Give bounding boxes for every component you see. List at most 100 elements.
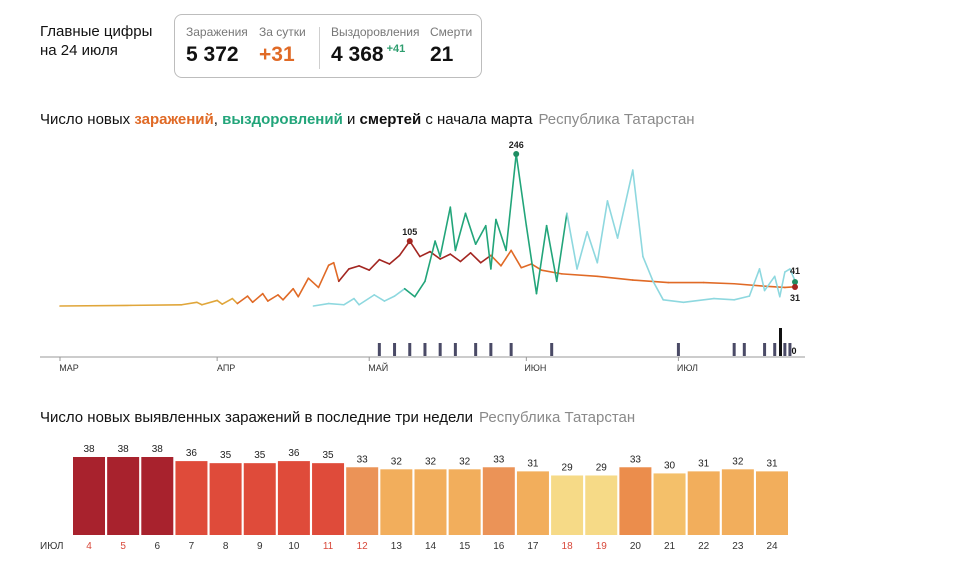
- infected-line-segment: [130, 303, 183, 307]
- death-tick: [438, 343, 442, 356]
- bar-day-11: 11: [323, 541, 334, 552]
- stat-infected-value: 5 372: [186, 43, 239, 66]
- bar-value-10: 36: [288, 448, 300, 459]
- recovered-line-segment: [505, 153, 518, 252]
- peak-infected-dot: [406, 238, 413, 245]
- stat-recovered: Выздоровления 4 368 +41: [331, 25, 420, 67]
- recovered-line-segment: [343, 297, 355, 306]
- title-part-5: и: [342, 111, 360, 128]
- infected-line-segment: [631, 279, 670, 284]
- infected-line-segment: [292, 287, 300, 298]
- stat-recovered-value: 4 368: [331, 43, 384, 66]
- bar-day-21: 21: [664, 541, 676, 552]
- bar-21: [653, 473, 686, 535]
- death-tick: [763, 343, 767, 356]
- recovered-line-segment: [358, 294, 376, 306]
- series-recovered: [312, 153, 796, 307]
- infected-line-segment: [201, 299, 218, 306]
- bar-value-18: 29: [562, 462, 574, 473]
- infected-line-segment: [327, 261, 335, 267]
- stat-recovered-label: Выздоровления: [331, 25, 420, 39]
- recovered-line-segment: [393, 287, 406, 297]
- recovered-line-segment: [403, 287, 416, 298]
- death-tick: [550, 343, 554, 356]
- bar-day-4: 4: [86, 541, 92, 552]
- bar-day-10: 10: [288, 541, 300, 552]
- bar-13: [380, 469, 413, 535]
- bar-chart-title: Число новых выявленных заражений в после…: [40, 409, 635, 426]
- recovered-line-segment: [631, 169, 644, 258]
- bar-day-24: 24: [766, 541, 778, 552]
- death-tick: [676, 343, 680, 356]
- recovered-line-segment: [758, 268, 766, 292]
- infected-line-segment: [251, 292, 264, 304]
- stat-recovered-value-row: 4 368 +41: [331, 43, 420, 67]
- last-recovered-dot: [792, 279, 798, 285]
- bar-value-12: 33: [357, 454, 369, 465]
- headline: Главные цифры на 24 июля: [40, 22, 152, 60]
- bar-value-8: 35: [220, 450, 232, 461]
- infected-line-segment: [317, 264, 330, 289]
- bar-day-23: 23: [732, 541, 744, 552]
- bar-day-6: 6: [155, 541, 161, 552]
- title-part-recovered: выздоровлений: [222, 111, 343, 128]
- recovered-line-segment: [474, 224, 487, 246]
- infected-line-segment: [388, 254, 401, 265]
- recovered-line-segment: [566, 212, 578, 270]
- infected-line-segment: [378, 258, 391, 265]
- headline-line1: Главные цифры: [40, 23, 153, 40]
- infected-line-segment: [297, 277, 310, 298]
- infected-line-segment: [408, 240, 421, 258]
- bar-value-4: 38: [83, 444, 95, 455]
- bar-day-15: 15: [459, 541, 471, 552]
- recovered-line-segment: [424, 240, 436, 283]
- infected-line-segment: [59, 304, 132, 307]
- title-part-3: ,: [213, 111, 223, 128]
- recovered-line-segment: [586, 231, 599, 264]
- bar-chart-title-text: Число новых выявленных заражений в после…: [40, 409, 474, 426]
- infected-line-segment: [332, 261, 340, 283]
- infected-line-segment: [419, 250, 431, 258]
- x-tick-label-4: ИЮЛ: [677, 363, 698, 373]
- bar-16: [482, 467, 515, 535]
- x-tick-label-0: МАР: [59, 363, 79, 373]
- recovered-line-segment: [642, 255, 654, 283]
- stat-day: За сутки +31: [259, 25, 306, 67]
- bar-11: [312, 463, 345, 535]
- title-part-infected: заражений: [134, 111, 214, 128]
- infected-line-segment: [348, 265, 360, 270]
- death-tick: [489, 343, 493, 356]
- bar-6: [141, 457, 174, 535]
- recovered-line-segment: [652, 280, 665, 301]
- bar-value-21: 30: [664, 460, 676, 471]
- bar-17: [516, 471, 549, 535]
- last-infected-dot: [792, 284, 798, 290]
- bar-day-17: 17: [527, 541, 539, 552]
- recovered-line-segment: [373, 294, 386, 302]
- recovered-line-segment: [606, 200, 619, 239]
- infected-line-segment: [277, 294, 284, 301]
- infected-line-segment: [180, 301, 198, 306]
- bar-day-13: 13: [391, 541, 403, 552]
- title-part-1: Число новых: [40, 111, 135, 128]
- recovered-line-segment: [662, 299, 685, 304]
- infected-line-segment: [368, 258, 381, 271]
- infected-line-segment: [469, 252, 482, 264]
- bar-value-13: 32: [391, 456, 403, 467]
- infected-line-segment: [596, 275, 634, 281]
- bar-24: [756, 471, 788, 535]
- recovered-line-segment: [555, 212, 568, 283]
- recovered-line-segment: [789, 268, 796, 282]
- line-chart-region: Республика Татарстан: [538, 111, 695, 128]
- bar-18: [551, 475, 584, 535]
- death-tick: [788, 343, 792, 356]
- infected-line-segment: [282, 287, 294, 301]
- death-tick: [509, 343, 513, 356]
- recovered-line-segment: [495, 218, 507, 252]
- recovered-line-segment: [778, 271, 786, 298]
- recovered-line-segment: [327, 302, 345, 306]
- recovered-line-segment: [490, 218, 497, 270]
- stat-day-value: +31: [259, 43, 295, 66]
- stat-deaths: Смерти 21: [430, 25, 472, 67]
- bar-8: [209, 463, 242, 535]
